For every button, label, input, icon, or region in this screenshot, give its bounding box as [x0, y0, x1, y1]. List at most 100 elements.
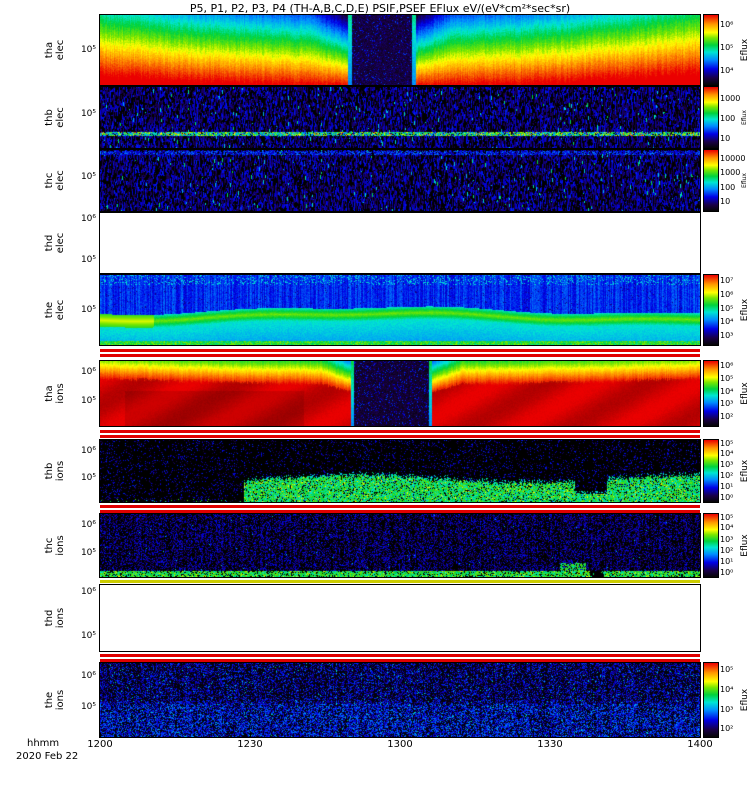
separator-red-bar [100, 430, 700, 433]
ytick-thd-elec: 10⁶ [80, 214, 96, 224]
ylabel-line: tha [44, 385, 55, 402]
colorbar-tick-tha-elec: 10⁵ [720, 43, 734, 52]
ylabel-line: elec [55, 232, 66, 254]
ytick-tha-ions: 10⁵ [80, 396, 96, 406]
colorbar-title-the-elec: Eflux [740, 298, 750, 322]
ytick-tha-ions: 10⁶ [80, 367, 96, 377]
colorbar-tick-the-elec: 10⁴ [720, 317, 734, 326]
ytick-the-ions: 10⁵ [80, 702, 96, 712]
spectrogram-the-ions [99, 662, 701, 738]
colorbar-the-ions [703, 662, 719, 738]
ylabel-thc-elec: thc elec [44, 150, 68, 211]
ylabel-line: thd [44, 234, 55, 252]
spectrogram-tha-ions [99, 360, 701, 427]
spectrogram-thb-elec [99, 86, 701, 149]
colorbar-tick-thc-elec: 1000 [720, 168, 741, 177]
x-axis-tick-mark [100, 733, 101, 737]
colorbar-tick-thc-elec: 100 [720, 183, 736, 192]
ytick-thb-ions: 10⁵ [80, 473, 96, 483]
colorbar-title-thc-elec: Eflux [741, 173, 748, 188]
ylabel-line: the [44, 301, 55, 319]
colorbar-tick-thb-elec: 1000 [720, 94, 741, 103]
colorbar-tick-the-ions: 10³ [720, 705, 734, 714]
ylabel-line: tha [44, 41, 55, 59]
spectrogram-thc-elec [99, 149, 701, 212]
colorbar-the-elec [703, 274, 719, 346]
ytick-thb-ions: 10⁶ [80, 446, 96, 456]
colorbar-tha-ions [703, 360, 719, 427]
ylabel-line: ions [55, 607, 66, 629]
ylabel-line: elec [55, 170, 66, 191]
ylabel-line: the [44, 691, 55, 709]
colorbar-title-thb-ions: Eflux [740, 459, 750, 483]
ytick-tha-elec: 10⁵ [80, 45, 96, 55]
x-axis-tick-mark [400, 733, 401, 737]
separator-red-bar [100, 659, 700, 662]
colorbar-tick-the-elec: 10⁷ [720, 276, 734, 285]
separator-red-bar [100, 510, 700, 513]
colorbar-tick-the-ions: 10² [720, 724, 734, 733]
colorbar-tick-thb-elec: 10 [720, 134, 731, 143]
spectrogram-thc-ions [99, 513, 701, 578]
colorbar-tick-thc-ions: 10³ [720, 535, 734, 544]
separator-red-bar [100, 505, 700, 508]
colorbar-tick-the-ions: 10⁵ [720, 665, 734, 674]
colorbar-thc-elec [703, 149, 719, 212]
ytick-thb-elec: 10⁵ [80, 109, 96, 119]
ytick-thc-ions: 10⁵ [80, 548, 96, 558]
ylabel-line: elec [55, 39, 66, 61]
colorbar-tick-tha-ions: 10⁴ [720, 387, 734, 396]
colorbar-thb-ions [703, 439, 719, 503]
x-axis-tick-mark [550, 733, 551, 737]
ylabel-line: ions [55, 535, 66, 556]
separator-red-bar [100, 349, 700, 352]
xtick-label: 1200 [87, 739, 113, 750]
colorbar-title-tha-ions: Eflux [740, 382, 750, 405]
ylabel-thc-ions: thc ions [44, 514, 68, 577]
colorbar-tick-thb-ions: 10⁴ [720, 449, 734, 458]
separator-red-bar [100, 435, 700, 438]
colorbar-title-the-ions: Eflux [740, 688, 750, 712]
colorbar-tick-thb-ions: 10⁵ [720, 439, 734, 448]
x-axis-tick-mark [250, 733, 251, 737]
ylabel-thb-ions: thb ions [44, 440, 68, 502]
colorbar-thb-elec [703, 86, 719, 149]
xtick-label: 1300 [387, 739, 413, 750]
ylabel-line: thb [44, 462, 55, 480]
colorbar-tick-thb-ions: 10² [720, 471, 734, 480]
ytick-thd-elec: 10⁵ [80, 255, 96, 265]
colorbar-tick-thc-ions: 10¹ [720, 557, 734, 566]
ylabel-thd-elec: thd elec [44, 213, 68, 273]
colorbar-tick-tha-ions: 10² [720, 412, 734, 421]
x-axis-date-label: 2020 Feb 22 [16, 751, 79, 762]
x-axis-tick-mark [700, 733, 701, 737]
ytick-thd-ions: 10⁶ [80, 587, 96, 597]
ylabel-the-elec: the elec [44, 275, 68, 345]
ylabel-line: elec [55, 107, 66, 128]
colorbar-tick-tha-elec: 10⁴ [720, 66, 734, 75]
ylabel-line: ions [55, 460, 66, 482]
colorbar-tick-thc-ions: 10² [720, 546, 734, 555]
colorbar-tick-tha-ions: 10³ [720, 399, 734, 408]
colorbar-tick-the-elec: 10⁵ [720, 304, 734, 313]
colorbar-tha-elec [703, 14, 719, 86]
colorbar-tick-tha-elec: 10⁶ [720, 20, 734, 29]
ylabel-line: thd [44, 609, 55, 627]
ylabel-thd-ions: thd ions [44, 585, 68, 651]
xtick-label: 1400 [687, 739, 713, 750]
ytick-thc-ions: 10⁶ [80, 520, 96, 530]
ylabel-line: thc [44, 537, 55, 554]
colorbar-tick-tha-ions: 10⁵ [720, 374, 734, 383]
colorbar-tick-thc-elec: 10000 [720, 154, 746, 163]
ytick-thd-ions: 10⁵ [80, 631, 96, 641]
ylabel-line: ions [55, 383, 66, 404]
separator-yellow-bar [100, 580, 700, 583]
ylabel-line: thc [44, 172, 55, 189]
xtick-label: 1330 [537, 739, 563, 750]
colorbar-tick-thb-elec: 100 [720, 114, 736, 123]
x-axis-format-label: hhmm [27, 738, 60, 749]
ytick-the-elec: 10⁵ [80, 305, 96, 315]
ylabel-line: elec [55, 299, 66, 321]
colorbar-tick-thc-ions: 10⁰ [720, 568, 734, 577]
